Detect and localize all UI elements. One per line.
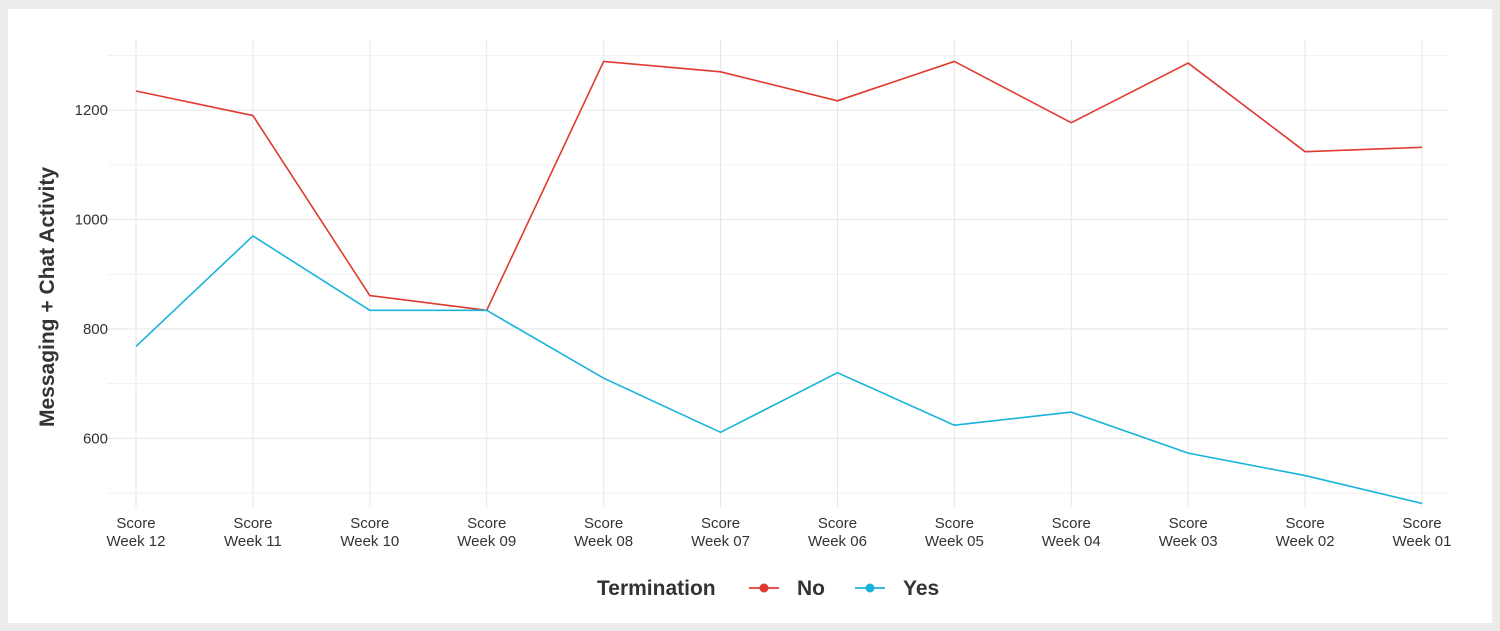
y-tick-label: 1200 [75,102,108,119]
y-tick-label: 1000 [75,212,108,229]
x-axis-ticks: Score Week 12 Score Week 11 Score Week 10 Scor… [107,515,1452,550]
legend: Termination No Yes [597,577,939,600]
grid-minor [108,54,1448,494]
grid-major [108,39,1448,507]
y-tick-label: 800 [83,321,108,338]
x-tick-label: Score Week 09 [457,515,516,550]
x-tick-label: Score Week 12 [107,515,166,550]
legend-key-dot [759,583,769,593]
x-tick-label: Score Week 04 [1042,515,1101,550]
series-line-yes [135,235,1423,505]
x-tick-label: Score Week 01 [1393,515,1452,550]
legend-title: Termination [597,577,716,600]
y-axis-ticks: 600 800 1000 1200 [75,102,108,447]
x-tick-label: Score Week 08 [574,515,633,550]
x-tick-label: Score Week 11 [224,515,282,550]
x-tick-label: Score Week 06 [808,515,867,550]
legend-label-yes: Yes [903,577,939,600]
y-tick-label: 600 [83,430,108,447]
series-line-no [135,60,1423,312]
series-lines [135,60,1423,505]
chart-card: 600 800 1000 1200 Score Week 12 Score Week 11 S… [8,9,1492,623]
x-tick-label: Score Week 05 [925,515,984,550]
x-tick-label: Score Week 02 [1276,515,1335,550]
x-tick-label: Score Week 03 [1159,515,1218,550]
y-axis-label: Messaging + Chat Activity [36,167,59,427]
legend-label-no: No [797,577,825,600]
x-tick-label: Score Week 10 [340,515,399,550]
x-tick-label: Score Week 07 [691,515,750,550]
legend-key-dot [865,583,875,593]
